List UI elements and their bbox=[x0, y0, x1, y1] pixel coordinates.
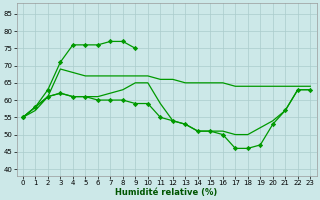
X-axis label: Humidité relative (%): Humidité relative (%) bbox=[116, 188, 218, 197]
